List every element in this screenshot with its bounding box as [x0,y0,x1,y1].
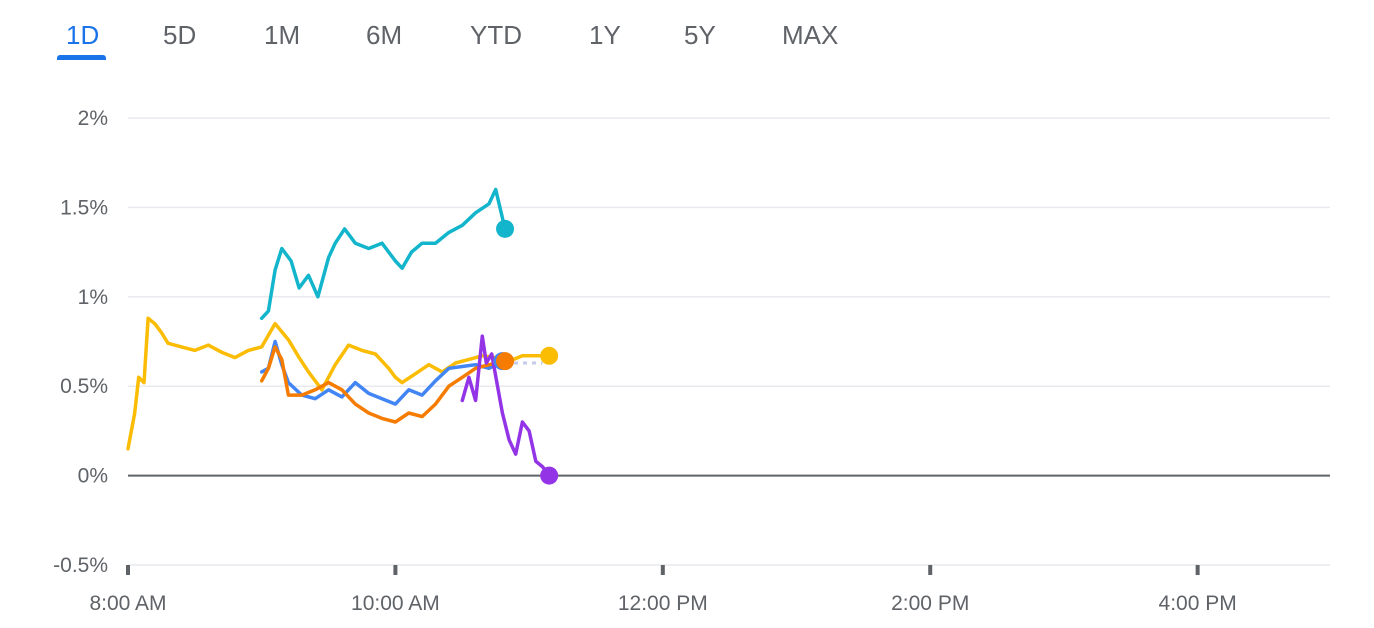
series-line-1 [259,187,507,321]
series-end-point-3 [496,352,515,371]
x-tick-label: 2:00 PM [891,592,969,615]
active-tab-indicator [57,55,106,60]
series-line-3 [259,345,507,424]
tab-max[interactable]: MAX [782,20,839,50]
y-tick-label: 1.5% [60,196,108,219]
time-range-tabs: 1D 5D 1M 6M YTD 1Y 5Y MAX [0,0,1374,70]
tab-1d[interactable]: 1D [66,20,100,50]
y-tick-label: 0% [78,465,108,488]
series-line-4 [460,334,551,478]
tab-5y[interactable]: 5Y [684,20,716,50]
tab-ytd[interactable]: YTD [470,20,522,50]
x-tick-label: 8:00 AM [89,592,166,615]
tab-6m[interactable]: 6M [366,20,403,50]
tab-1m[interactable]: 1M [264,20,301,50]
series-end-point-1 [496,219,515,238]
y-tick-label: 2% [78,107,108,130]
x-tick-label: 10:00 AM [351,592,440,615]
series-end-point-0 [540,346,559,365]
y-tick-label: 1% [78,286,108,309]
series-end-point-4 [540,466,559,485]
y-tick-label: 0.5% [60,375,108,398]
tab-5d[interactable]: 5D [163,20,197,50]
tab-1y[interactable]: 1Y [589,20,621,50]
series-line-0 [126,316,551,451]
x-tick-label: 12:00 PM [618,592,708,615]
x-tick-label: 4:00 PM [1159,592,1237,615]
y-tick-label: -0.5% [53,554,108,577]
